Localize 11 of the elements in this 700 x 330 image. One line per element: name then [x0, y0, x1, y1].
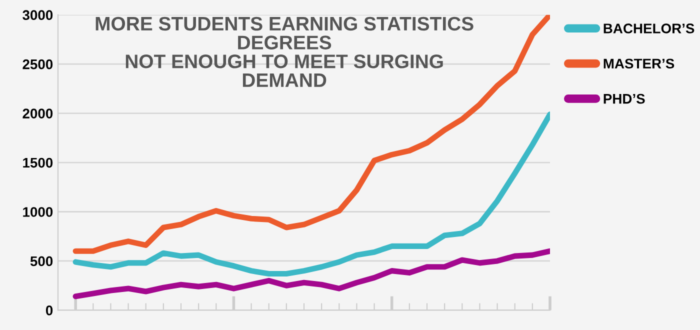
legend-label: MASTER’S [604, 58, 674, 69]
y-tick-label: 0 [46, 306, 53, 316]
legend-label: BACHELOR’S [604, 24, 694, 34]
y-tick-label: 2000 [22, 108, 53, 118]
y-tick-label: 2500 [22, 59, 53, 70]
y-tick-label: 500 [30, 256, 53, 266]
y-tick-label: 3000 [22, 10, 53, 20]
y-tick-label: 1000 [23, 207, 53, 217]
text: MORE STUDENTS EARNING STATISTICS DEGREES NOT ENOUGH TO MEET SURGING DEMAND [96, 16, 474, 87]
y-tick-label: 1500 [23, 158, 53, 168]
legend-label: PHD’S [604, 94, 645, 104]
